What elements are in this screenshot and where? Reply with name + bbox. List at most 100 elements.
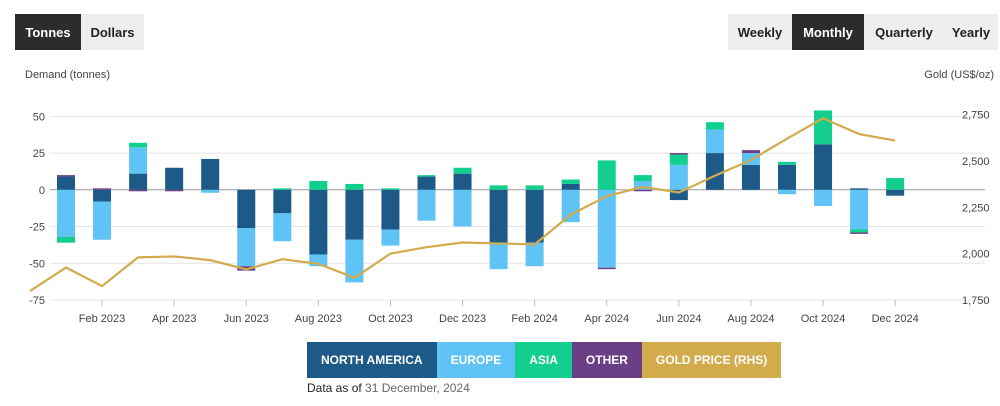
bar-north-america <box>417 176 436 190</box>
tonnes-button[interactable]: Tonnes <box>15 14 81 50</box>
monthly-button[interactable]: Monthly <box>792 14 864 50</box>
bar-north-america <box>129 173 148 190</box>
bar-europe <box>669 164 688 190</box>
bar-europe <box>453 189 472 227</box>
bar-other <box>633 189 652 192</box>
bar-europe <box>129 147 148 174</box>
bar-asia <box>633 175 652 181</box>
legend: NORTH AMERICA EUROPE ASIA OTHER GOLD PRI… <box>307 342 782 378</box>
chart-area: 50 25 0 -25 -50 -75 2,750 2,500 2,250 2,000 1,750 F… <box>29 110 990 325</box>
bar-north-america <box>850 188 869 190</box>
bar-north-america <box>778 164 796 190</box>
y-tick-label: -75 <box>29 295 45 307</box>
bar-north-america <box>345 189 364 240</box>
bar-north-america <box>165 167 184 190</box>
bar-other <box>129 189 148 192</box>
x-tick-label: Apr 2024 <box>584 313 629 325</box>
bar-asia <box>381 188 400 190</box>
bar-north-america <box>525 189 544 243</box>
bar-asia <box>525 185 544 190</box>
x-tick-label: Feb 2024 <box>511 313 557 325</box>
bar-north-america <box>309 189 328 255</box>
bar-asia <box>273 188 292 190</box>
bar-europe <box>417 189 436 221</box>
bar-other <box>57 175 75 177</box>
bar-north-america <box>561 183 580 190</box>
quarterly-button[interactable]: Quarterly <box>875 24 933 40</box>
data-as-of-prefix: Data as of <box>307 381 362 395</box>
bar-europe <box>381 229 400 246</box>
bar-north-america <box>237 189 256 229</box>
yearly-button[interactable]: Yearly <box>951 24 991 40</box>
bar-europe <box>705 129 724 154</box>
y2-tick-label: 2,000 <box>962 249 990 261</box>
dollars-button[interactable]: Dollars <box>90 24 135 40</box>
bar-europe <box>201 189 220 193</box>
bar-other <box>165 189 184 192</box>
bar-north-america <box>381 189 400 230</box>
period-toggle: Weekly Monthly Quarterly Yearly <box>728 14 998 50</box>
bar-north-america <box>705 153 724 190</box>
bar-other <box>669 153 688 155</box>
bar-north-america <box>57 176 75 190</box>
y2-tick-label: 2,250 <box>962 202 990 214</box>
weekly-button[interactable]: Weekly <box>737 24 783 40</box>
bar-asia <box>669 154 688 165</box>
bar-asia <box>129 142 148 148</box>
bar-asia <box>597 160 616 190</box>
bar-europe <box>57 189 75 237</box>
bar-asia <box>705 122 724 130</box>
bar-europe <box>597 189 616 268</box>
bar-north-america <box>489 189 508 243</box>
x-tick-label: Apr 2023 <box>152 313 197 325</box>
bar-north-america <box>93 189 112 202</box>
bar-asia <box>453 167 472 174</box>
bar-asia <box>778 161 796 165</box>
bar-europe <box>489 242 508 270</box>
y2-axis-title: Gold (US$/oz) <box>924 69 994 81</box>
bar-asia <box>489 185 508 190</box>
y-axis-title: Demand (tonnes) <box>25 69 110 81</box>
x-tick-label: Dec 2024 <box>872 313 919 325</box>
x-tick-label: Dec 2023 <box>439 313 486 325</box>
bar-europe <box>273 213 292 242</box>
y-tick-label: -25 <box>29 222 45 234</box>
legend-north-america[interactable]: NORTH AMERICA <box>307 342 437 378</box>
data-as-of-date: 31 December, 2024 <box>365 381 470 395</box>
y-tick-label: 50 <box>33 111 45 123</box>
bar-europe <box>633 180 652 190</box>
bar-other <box>93 188 112 190</box>
x-tick-label: Feb 2023 <box>79 313 125 325</box>
x-tick-label: Jun 2023 <box>224 313 269 325</box>
bar-north-america <box>741 164 760 190</box>
x-tick-label: Jun 2024 <box>656 313 701 325</box>
y-tick-label: -50 <box>29 258 45 270</box>
bar-asia <box>850 229 869 233</box>
x-tick-label: Oct 2024 <box>801 313 846 325</box>
bar-other <box>597 267 616 270</box>
y2-tick-label: 2,750 <box>962 110 990 122</box>
legend-asia[interactable]: ASIA <box>515 342 572 378</box>
legend-other[interactable]: OTHER <box>571 342 642 378</box>
bar-europe <box>778 189 796 195</box>
bar-north-america <box>669 189 688 201</box>
y-tick-label: 25 <box>33 148 45 160</box>
legend-gold-price[interactable]: GOLD PRICE (RHS) <box>641 342 782 378</box>
y2-tick-label: 1,750 <box>962 295 990 307</box>
gold-price-line <box>29 117 896 293</box>
bar-asia <box>561 179 580 184</box>
bar-north-america <box>814 144 833 190</box>
bar-other <box>850 232 869 234</box>
bar-other <box>741 150 760 154</box>
bar-asia <box>886 178 905 190</box>
x-tick-label: Oct 2023 <box>368 313 413 325</box>
bar-north-america <box>886 189 905 196</box>
bar-europe <box>561 189 580 223</box>
bar-europe <box>93 201 112 240</box>
x-tick-label: Aug 2023 <box>295 313 342 325</box>
bar-north-america <box>453 173 472 190</box>
legend-europe[interactable]: EUROPE <box>436 342 516 378</box>
bar-europe <box>850 189 869 230</box>
bar-north-america <box>273 189 292 214</box>
bar-asia <box>814 110 833 145</box>
